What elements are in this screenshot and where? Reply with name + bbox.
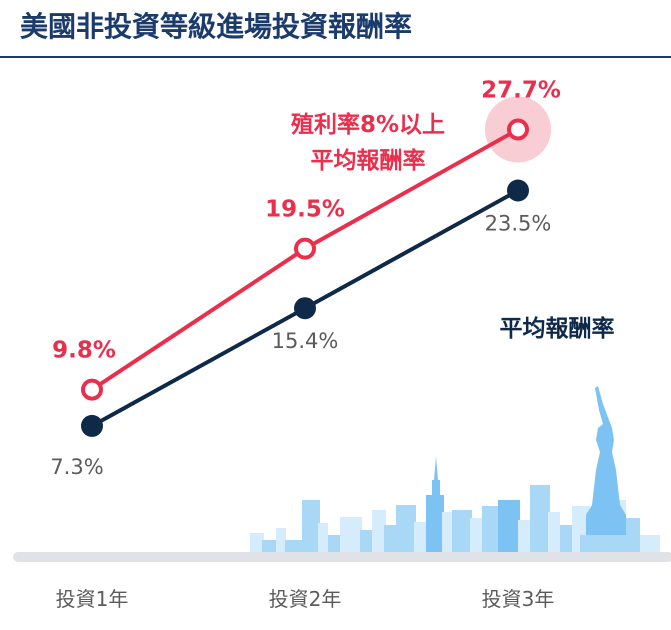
skyline-building bbox=[372, 510, 386, 555]
data-point-high-yield bbox=[507, 118, 529, 141]
skyline-building bbox=[530, 485, 550, 555]
series-name-high-yield: 殖利率8%以上 bbox=[291, 111, 445, 138]
data-label-average: 23.5% bbox=[485, 212, 552, 236]
skyline-building bbox=[340, 517, 362, 555]
x-tick-label: 投資2年 bbox=[269, 587, 342, 611]
skyline-building bbox=[318, 523, 328, 555]
skyline-building bbox=[452, 510, 472, 555]
data-point-average bbox=[81, 414, 103, 437]
skyline-building bbox=[414, 522, 426, 555]
data-label-high-yield: 27.7% bbox=[481, 77, 561, 103]
skyline-building bbox=[384, 525, 398, 555]
skyline-spire bbox=[434, 456, 438, 480]
series-name-average: 平均報酬率 bbox=[500, 315, 615, 342]
statue-of-liberty bbox=[586, 386, 626, 555]
skyline-building bbox=[396, 505, 416, 555]
series-name-high-yield: 平均報酬率 bbox=[311, 147, 426, 174]
skyline-building bbox=[482, 506, 498, 555]
skyline-building bbox=[262, 540, 278, 555]
x-axis-categories: 投資1年 投資2年 投資3年 bbox=[56, 587, 555, 611]
skyline-building bbox=[518, 520, 530, 555]
skyline-building bbox=[328, 535, 342, 555]
skyline-building bbox=[640, 535, 660, 555]
statue-pedestal bbox=[580, 535, 632, 555]
skyline-building bbox=[285, 540, 303, 555]
skyline-building bbox=[250, 533, 264, 555]
data-label-high-yield: 9.8% bbox=[52, 338, 116, 364]
x-tick-label: 投資3年 bbox=[482, 587, 555, 611]
city-skyline-illustration bbox=[250, 386, 660, 555]
x-tick-label: 投資1年 bbox=[56, 587, 129, 611]
skyline-building bbox=[302, 500, 320, 555]
data-label-high-yield: 19.5% bbox=[265, 197, 345, 223]
data-point-high-yield bbox=[294, 237, 316, 260]
data-label-average: 7.3% bbox=[50, 455, 103, 479]
skyline-building bbox=[470, 518, 484, 555]
skyline-building bbox=[548, 512, 560, 555]
data-point-high-yield bbox=[81, 378, 103, 401]
skyline-building bbox=[276, 528, 286, 555]
skyline-building bbox=[442, 512, 454, 555]
skyline-building bbox=[498, 500, 520, 555]
data-point-average bbox=[294, 297, 316, 320]
skyline-building bbox=[432, 480, 440, 555]
skyline-building bbox=[360, 530, 372, 555]
chart-title: 美國非投資等級進場投資報酬率 bbox=[20, 10, 412, 43]
data-point-average bbox=[507, 179, 529, 202]
data-label-average: 15.4% bbox=[272, 329, 339, 353]
series-layer: 7.3% 15.4% 23.5% 9.8% 19.5% 27.7% bbox=[50, 77, 561, 478]
